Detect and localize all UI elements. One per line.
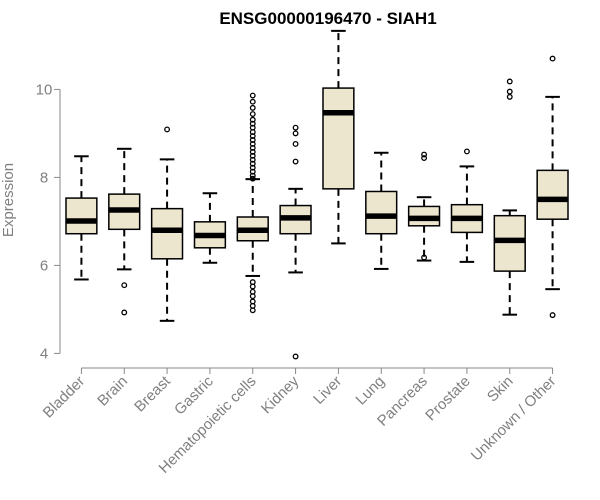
outlier-point — [249, 283, 256, 290]
box-lung — [365, 151, 398, 270]
y-axis-label: Expression — [0, 163, 17, 237]
outlier-point — [549, 312, 556, 319]
boxes-layer — [65, 29, 569, 360]
box-skin — [493, 78, 526, 316]
outlier-point — [249, 172, 256, 179]
outlier-point — [506, 93, 513, 100]
box-bladder — [65, 155, 98, 281]
y-axis: 4 6 8 10 — [36, 81, 61, 362]
outlier-point — [506, 78, 513, 85]
y-tick-label: 4 — [40, 345, 48, 362]
box-liver — [322, 29, 355, 245]
y-tick-label: 6 — [40, 257, 48, 274]
box-brain — [108, 147, 141, 316]
x-tick-label: Bladder — [40, 373, 89, 422]
iqr-box — [65, 197, 98, 235]
outlier-point — [292, 141, 299, 147]
outlier-point — [292, 130, 299, 137]
outlier-point — [292, 353, 299, 360]
outlier-point — [121, 309, 128, 316]
outlier-point — [249, 111, 256, 117]
iqr-box — [493, 214, 526, 272]
x-tick-label: Prostate — [422, 373, 474, 425]
iqr-box — [536, 169, 569, 220]
x-tick-label: Liver — [310, 373, 345, 408]
outlier-point — [421, 254, 428, 261]
outlier-point — [249, 104, 256, 111]
box-pancreas — [407, 151, 441, 262]
box-hematopoietic-cells — [236, 92, 269, 314]
outlier-point — [421, 151, 428, 158]
outlier-point — [249, 293, 256, 300]
outlier-point — [249, 307, 256, 314]
box-prostate — [450, 148, 484, 263]
y-tick-label: 10 — [36, 81, 53, 98]
x-tick-label: Brain — [94, 373, 131, 410]
box-unknown-other — [536, 55, 569, 319]
outlier-point — [421, 155, 428, 161]
box-gastric — [193, 192, 227, 264]
outlier-point — [506, 88, 513, 95]
outlier-point — [164, 126, 171, 133]
outlier-point — [249, 98, 256, 105]
outlier-point — [463, 148, 470, 155]
x-tick-label: Lung — [352, 373, 388, 409]
x-tick-label: Breast — [131, 372, 174, 415]
outlier-point — [249, 92, 256, 99]
outlier-point — [292, 158, 299, 165]
outlier-point — [249, 175, 256, 182]
iqr-box — [365, 190, 398, 235]
box-breast — [150, 126, 184, 322]
x-tick-label: Skin — [484, 373, 517, 406]
iqr-box — [150, 207, 184, 260]
x-tick-label: Kidney — [258, 372, 303, 417]
outlier-point — [121, 282, 128, 289]
chart-title: ENSG00000196470 - SIAH1 — [219, 9, 436, 28]
iqr-box — [322, 87, 355, 190]
y-tick-label: 8 — [40, 169, 48, 186]
box-kidney — [279, 124, 312, 360]
outlier-point — [292, 124, 299, 131]
outlier-point — [549, 55, 556, 62]
